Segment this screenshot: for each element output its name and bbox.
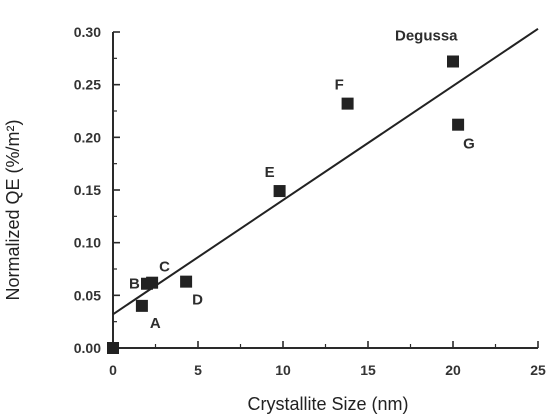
y-tick-label: 0.30 xyxy=(74,24,101,40)
scatter-point xyxy=(146,276,159,289)
y-axis-title: Normalized QE (%/m²) xyxy=(3,119,23,300)
x-tick-label: 10 xyxy=(275,362,291,378)
x-axis-title: Crystallite Size (nm) xyxy=(247,394,408,414)
fit-line xyxy=(112,28,539,316)
y-tick-label: 0.15 xyxy=(74,182,101,198)
point-label: E xyxy=(265,164,275,181)
y-tick-label: 0.10 xyxy=(74,235,101,251)
x-tick-label: 5 xyxy=(194,362,202,378)
x-tick-label: 0 xyxy=(109,362,117,378)
point-label: D xyxy=(192,292,203,309)
point-label: A xyxy=(150,315,161,332)
point-label: Degussa xyxy=(395,27,458,44)
y-tick-label: 0.00 xyxy=(74,340,101,356)
point-labels-layer: A B C D E F Degussa G xyxy=(129,27,475,331)
scatter-point xyxy=(273,185,286,198)
scatter-point xyxy=(341,97,354,110)
scatter-point xyxy=(452,118,465,131)
point-label: B xyxy=(129,276,140,293)
x-tick-label: 25 xyxy=(530,362,546,378)
x-tick-label: 20 xyxy=(445,362,461,378)
point-label: C xyxy=(159,259,170,276)
scatter-point xyxy=(135,299,148,312)
scatter-point xyxy=(180,275,193,288)
axes-layer: 0 5 10 15 20 25 0.00 0.05 0.10 0.15 0.20 0.25 0.30 xyxy=(74,24,546,378)
scatter-point xyxy=(107,342,119,354)
fit-line-layer xyxy=(112,28,539,316)
y-tick-label: 0.20 xyxy=(74,129,101,145)
y-tick-label: 0.25 xyxy=(74,77,101,93)
points-layer xyxy=(107,55,465,354)
point-label: F xyxy=(335,77,344,94)
point-label: G xyxy=(463,136,475,153)
x-tick-label: 15 xyxy=(360,362,376,378)
scatter-point xyxy=(447,55,459,68)
y-tick-label: 0.05 xyxy=(74,287,101,303)
